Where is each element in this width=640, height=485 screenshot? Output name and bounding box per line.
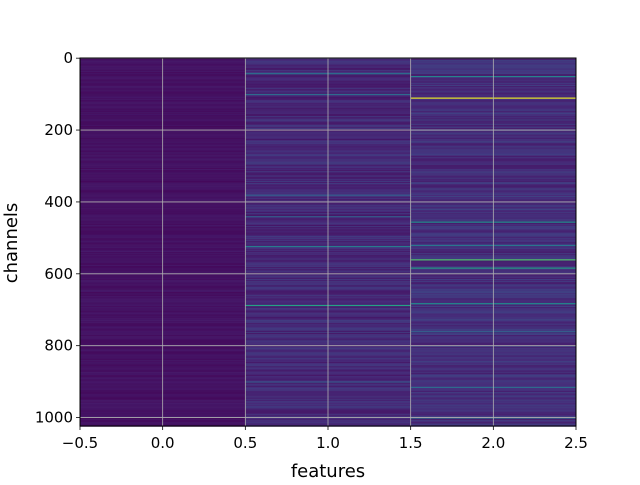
y-tick-label: 600 [44, 265, 73, 283]
y-tick-label: 0 [63, 49, 73, 67]
y-tick-label: 800 [44, 337, 73, 355]
x-tick-label: 1.5 [399, 434, 423, 452]
y-tick-label: 400 [44, 193, 73, 211]
x-tick-label: −0.5 [62, 434, 98, 452]
y-tick-label: 200 [44, 121, 73, 139]
x-tick-label: 2.5 [564, 434, 588, 452]
x-axis-label: features [291, 461, 365, 480]
x-tick-label: 0.0 [151, 434, 175, 452]
x-tick-label: 2.0 [481, 434, 505, 452]
y-tick-label: 1000 [35, 409, 73, 427]
y-axis-label: channels [1, 203, 22, 284]
x-tick-label: 0.5 [233, 434, 257, 452]
x-tick-label: 1.0 [316, 434, 340, 452]
